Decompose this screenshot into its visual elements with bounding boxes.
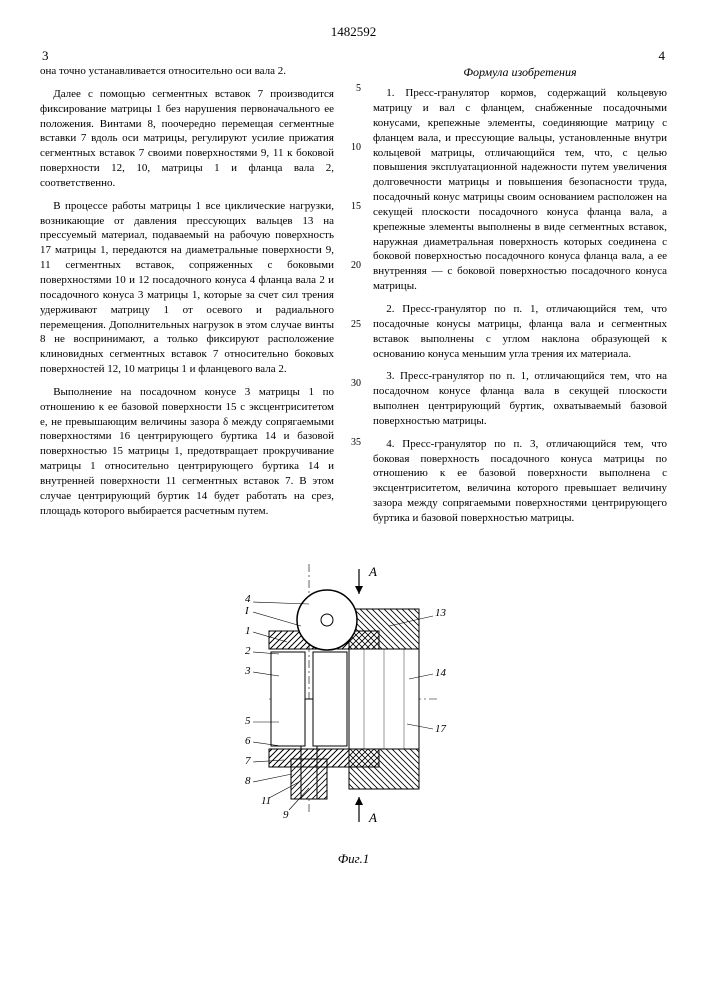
line-numbers: 5 10 15 20 25 30 35 (346, 64, 361, 534)
svg-text:8: 8 (245, 775, 251, 787)
lineno: 25 (346, 318, 361, 377)
claim-2: 2. Пресс-гранулятор по п. 1, отличающийс… (373, 302, 667, 361)
lineno: 10 (346, 141, 361, 200)
patent-number: 1482592 (40, 24, 667, 40)
figure-1: A A I 1 2 3 4 5 6 7 8 11 9 13 14 17 (40, 554, 667, 867)
lineno: 5 (346, 82, 361, 141)
svg-text:1: 1 (245, 625, 251, 637)
lineno: 30 (346, 377, 361, 436)
left-p4: Выполнение на посадочном конусе 3 матриц… (40, 385, 334, 519)
svg-text:I: I (244, 605, 250, 617)
svg-text:13: 13 (435, 607, 447, 619)
svg-text:9: 9 (283, 809, 289, 821)
section-label-bottom: A (368, 810, 377, 825)
svg-text:17: 17 (435, 723, 447, 735)
lineno: 20 (346, 259, 361, 318)
claim-1: 1. Пресс-гранулятор кормов, содержащий к… (373, 86, 667, 294)
left-column: она точно устанавливается относительно о… (40, 64, 334, 534)
svg-text:4: 4 (245, 593, 251, 605)
claim-3: 3. Пресс-гранулятор по п. 1, отличающийс… (373, 369, 667, 428)
lineno: 15 (346, 200, 361, 259)
col-number-right: 4 (659, 48, 666, 64)
svg-text:6: 6 (245, 735, 251, 747)
right-column: Формула изобретения 1. Пресс-гранулятор … (373, 64, 667, 534)
svg-text:2: 2 (245, 645, 251, 657)
claim-4: 4. Пресс-гранулятор по п. 3, отличающийс… (373, 437, 667, 526)
svg-text:5: 5 (245, 715, 251, 727)
left-p2: Далее с помощью сегментных вставок 7 про… (40, 87, 334, 191)
lineno: 35 (346, 436, 361, 495)
svg-text:11: 11 (261, 795, 271, 807)
section-label-top: A (368, 564, 377, 579)
svg-text:3: 3 (244, 665, 251, 677)
left-p1: она точно устанавливается относительно о… (40, 64, 334, 79)
col-number-left: 3 (42, 48, 49, 64)
left-p3: В процессе работы матрицы 1 все цикличес… (40, 199, 334, 377)
claims-title: Формула изобретения (373, 64, 667, 80)
svg-text:14: 14 (435, 667, 447, 679)
svg-text:7: 7 (245, 755, 251, 767)
figure-caption: Фиг.1 (40, 851, 667, 867)
